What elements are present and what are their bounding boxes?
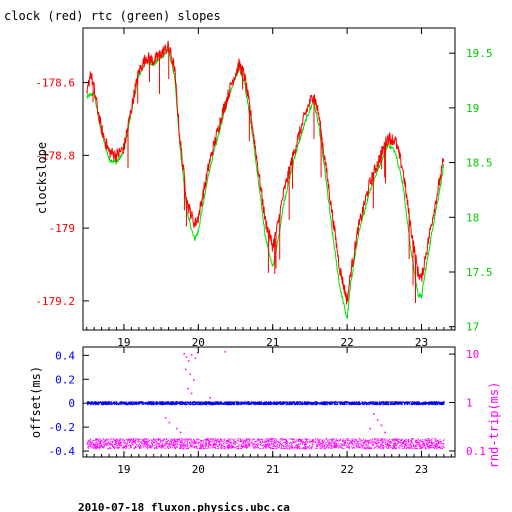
series-rnd-trip-outlier	[190, 354, 193, 356]
series-rnd-trip-outlier	[189, 373, 191, 375]
lower-ytick-label: 0.4	[55, 349, 75, 362]
upper-ytick-label: -179	[49, 222, 76, 235]
lower-ytick-label: 0.2	[55, 373, 75, 386]
upper-xtick-label: 19	[117, 336, 130, 349]
series-rnd-trip-outlier	[176, 427, 178, 430]
upper-xtick-label: 23	[415, 336, 428, 349]
lower-ytick-label: -0.2	[49, 421, 76, 434]
upper-xtick-label: 22	[340, 336, 353, 349]
series-rnd-trip-outlier	[376, 419, 379, 421]
series-rnd-trip-outlier	[190, 392, 193, 395]
series-rnd-trip-outlier	[194, 357, 197, 359]
lower-frame	[82, 346, 456, 458]
series-rnd-trip-outlier	[187, 387, 189, 390]
figure-title: clock (red) rtc (green) slopes	[4, 9, 221, 23]
series-rnd-trip-outlier	[380, 424, 383, 427]
lower-ticks-group: 19 20 21 22 23 0.4 0.2 0 -0.2 -0.4 10 1 0.1	[49, 347, 486, 476]
figure-footer: 2010-07-18 fluxon.physics.ubc.ca	[78, 501, 290, 512]
series-rnd-trip-outlier	[369, 427, 371, 430]
lower-series-group	[86, 351, 445, 450]
upper-xtick-label: 21	[266, 336, 279, 349]
lower-panel: 19 20 21 22 23 0.4 0.2 0 -0.2 -0.4 10 1 0.1 offset(m…	[29, 346, 501, 476]
upper-right-ytick-label: 17.5	[466, 266, 493, 279]
series-rnd-trip-outlier	[193, 379, 195, 381]
upper-ytick-label: -178.8	[35, 149, 75, 162]
lower-ytick-label: -0.4	[49, 445, 76, 458]
series-rnd-trip-outlier	[187, 360, 190, 362]
lower-ylabel: offset(ms)	[29, 366, 43, 438]
series-offset-band	[86, 401, 445, 406]
series-rnd-trip-outlier	[384, 431, 386, 434]
lower-right-ytick-label: 10	[466, 348, 479, 361]
upper-right-ytick-label: 18	[466, 211, 479, 224]
upper-right-ytick-label: 17	[466, 321, 479, 334]
lower-xtick-label: 23	[415, 463, 428, 476]
upper-frame	[82, 27, 456, 331]
lower-xtick-label: 22	[340, 463, 353, 476]
series-rnd-trip-outlier	[168, 421, 171, 424]
upper-xtick-label: 20	[192, 336, 205, 349]
series-rnd-trip-outlier	[185, 356, 188, 358]
series-rnd-trip-outlier	[196, 352, 199, 354]
series-rnd-trip-outlier	[224, 351, 226, 353]
lower-xtick-label: 19	[117, 463, 130, 476]
series-rnd-trip-outlier	[183, 353, 185, 355]
lower-right-ytick-label: 0.1	[466, 445, 486, 458]
upper-series-group	[86, 40, 445, 320]
lower-xtick-label: 21	[266, 463, 279, 476]
series-rnd-trip-outlier	[373, 413, 375, 415]
lower-right-ytick-label: 1	[466, 397, 473, 410]
series-rnd-trip-outlier	[184, 368, 187, 371]
upper-ytick-label: -178.6	[35, 77, 75, 90]
series-rnd-trip-outlier	[164, 417, 167, 419]
series-clock-line	[86, 40, 445, 305]
upper-ylabel: clockslope	[35, 142, 49, 214]
upper-ytick-label: -179.2	[35, 295, 75, 308]
lower-xtick-label: 20	[192, 463, 205, 476]
upper-ticks-group: 19 20 21 22 23 -178.6 -178.8 -179 -179.2 19.5 19 18…	[35, 28, 493, 349]
upper-right-ytick-label: 19	[466, 102, 479, 115]
upper-right-ytick-label: 19.5	[466, 47, 493, 60]
series-rnd-trip-outlier	[179, 431, 182, 434]
lower-right-label: rnd-trip(ms)	[487, 382, 501, 469]
series-rnd-trip-band	[86, 438, 445, 450]
series-rnd-trip-outlier	[209, 396, 211, 399]
lower-ytick-label: 0	[68, 397, 75, 410]
upper-right-ytick-label: 18.5	[466, 157, 493, 170]
upper-panel: 19 20 21 22 23 -178.6 -178.8 -179 -179.2 19.5 19 18…	[35, 27, 493, 349]
